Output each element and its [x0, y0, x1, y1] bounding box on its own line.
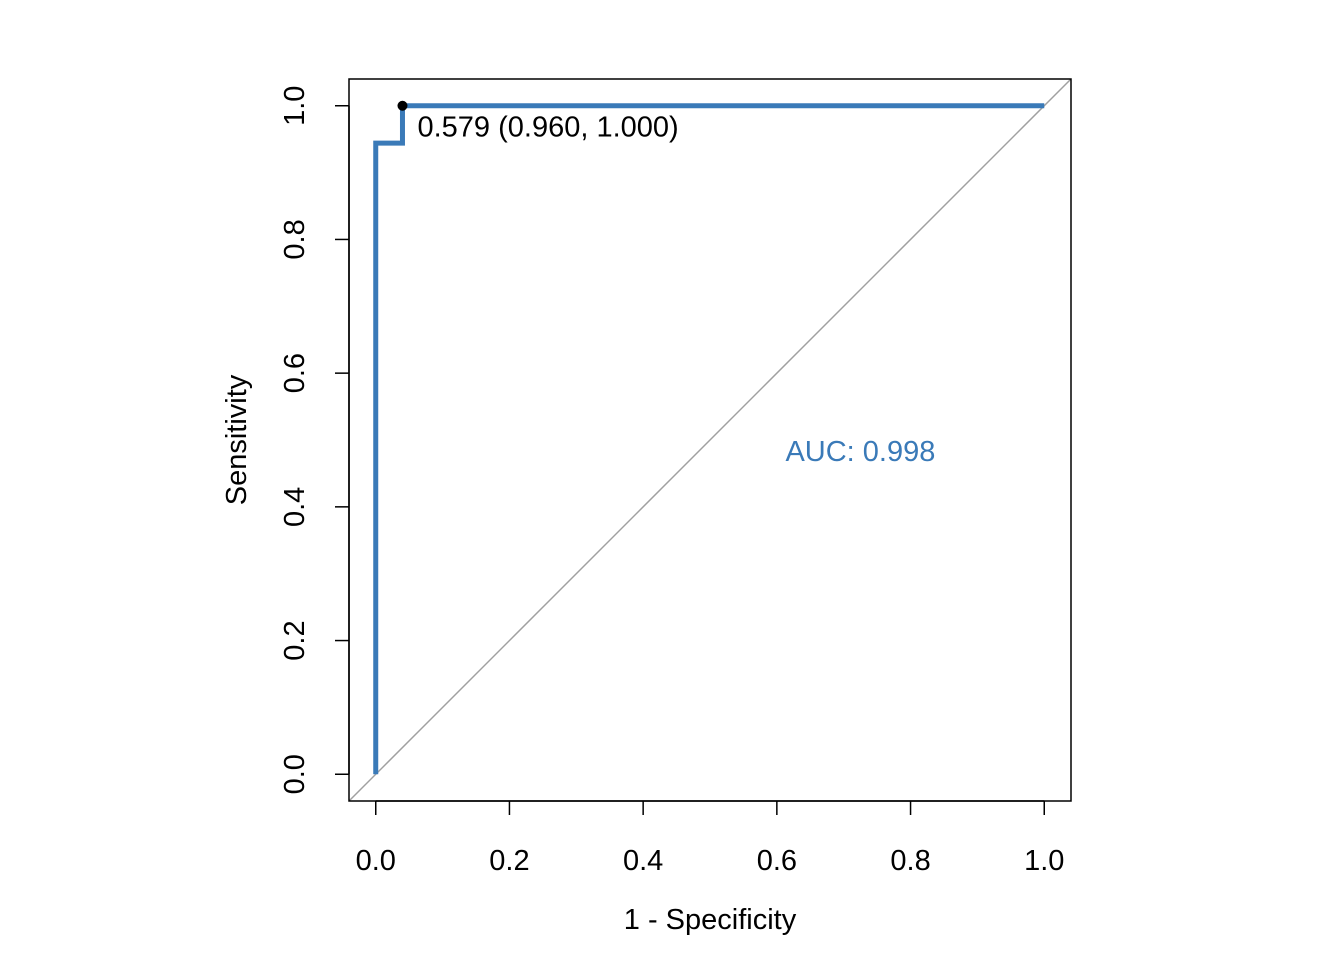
- reference-diagonal-line: [348, 78, 1072, 802]
- x-tick-label: 0.4: [623, 845, 663, 877]
- x-tick-label: 0.0: [356, 845, 396, 877]
- reference-layer: [348, 78, 1072, 802]
- y-tick-label: 1.0: [279, 86, 311, 126]
- threshold-point: [397, 100, 408, 111]
- x-tick-label: 0.2: [489, 845, 529, 877]
- y-axis: 0.0 0.2 0.4 0.6 0.8 1.0: [279, 86, 350, 794]
- x-axis-label: 1 - Specificity: [624, 904, 797, 936]
- y-tick-label: 0.2: [279, 620, 311, 660]
- series-layer: [373, 103, 1045, 775]
- roc-curve-line: [373, 103, 1045, 775]
- x-axis: 0.0 0.2 0.4 0.6 0.8 1.0: [356, 800, 1064, 877]
- y-tick-label: 0.4: [279, 487, 311, 527]
- annotation-layer: 0.579 (0.960, 1.000) AUC: 0.998: [397, 100, 935, 468]
- y-tick-label: 0.6: [279, 353, 311, 393]
- y-axis-label: Sensitivity: [221, 374, 253, 505]
- y-tick-label: 0.8: [279, 219, 311, 259]
- x-tick-label: 0.8: [890, 845, 930, 877]
- x-tick-label: 1.0: [1024, 845, 1064, 877]
- threshold-label: 0.579 (0.960, 1.000): [417, 112, 678, 144]
- y-tick-label: 0.0: [279, 754, 311, 794]
- x-tick-label: 0.6: [757, 845, 797, 877]
- auc-annotation: AUC: 0.998: [785, 436, 935, 468]
